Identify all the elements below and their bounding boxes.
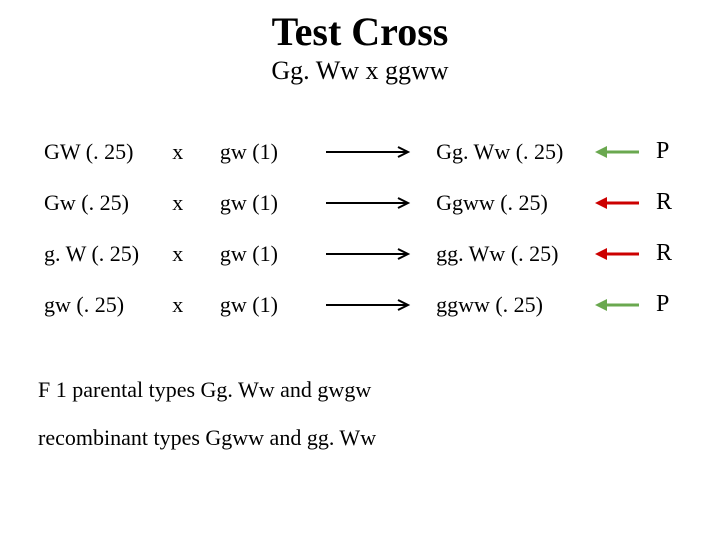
- offspring: gg. Ww (. 25): [430, 228, 589, 279]
- table-row: g. W (. 25) x gw (1) gg. Ww (. 25) R: [38, 228, 690, 279]
- table-row: gw (. 25) x gw (1) ggww (. 25) P: [38, 279, 690, 330]
- slide: Test Cross Gg. Ww x ggww GW (. 25) x gw …: [0, 0, 720, 540]
- table-row: GW (. 25) x gw (1) Gg. Ww (. 25) P: [38, 126, 690, 177]
- type-label: P: [650, 126, 690, 177]
- gamete1: g. W (. 25): [38, 228, 166, 279]
- offspring: Ggww (. 25): [430, 177, 589, 228]
- gamete2: gw (1): [214, 177, 320, 228]
- cross-x: x: [166, 279, 214, 330]
- right-arrow-icon: [320, 126, 430, 177]
- type-label: R: [650, 177, 690, 228]
- left-arrow-icon: [589, 126, 650, 177]
- gamete1: Gw (. 25): [38, 177, 166, 228]
- gamete2: gw (1): [214, 228, 320, 279]
- type-label: R: [650, 228, 690, 279]
- cross-x: x: [166, 177, 214, 228]
- table-row: Gw (. 25) x gw (1) Ggww (. 25) R: [38, 177, 690, 228]
- gamete2: gw (1): [214, 126, 320, 177]
- offspring: Gg. Ww (. 25): [430, 126, 589, 177]
- slide-title: Test Cross: [30, 10, 690, 54]
- footer-line-2: recombinant types Ggww and gg. Ww: [38, 414, 690, 462]
- gamete2: gw (1): [214, 279, 320, 330]
- footer-block: F 1 parental types Gg. Ww and gwgw recom…: [38, 366, 690, 463]
- cross-table: GW (. 25) x gw (1) Gg. Ww (. 25) P Gw (.…: [38, 126, 690, 330]
- slide-subtitle: Gg. Ww x ggww: [30, 56, 690, 86]
- left-arrow-icon: [589, 228, 650, 279]
- right-arrow-icon: [320, 177, 430, 228]
- right-arrow-icon: [320, 228, 430, 279]
- right-arrow-icon: [320, 279, 430, 330]
- cross-x: x: [166, 126, 214, 177]
- left-arrow-icon: [589, 279, 650, 330]
- gamete1: GW (. 25): [38, 126, 166, 177]
- type-label: P: [650, 279, 690, 330]
- gamete1: gw (. 25): [38, 279, 166, 330]
- left-arrow-icon: [589, 177, 650, 228]
- offspring: ggww (. 25): [430, 279, 589, 330]
- cross-x: x: [166, 228, 214, 279]
- footer-line-1: F 1 parental types Gg. Ww and gwgw: [38, 366, 690, 414]
